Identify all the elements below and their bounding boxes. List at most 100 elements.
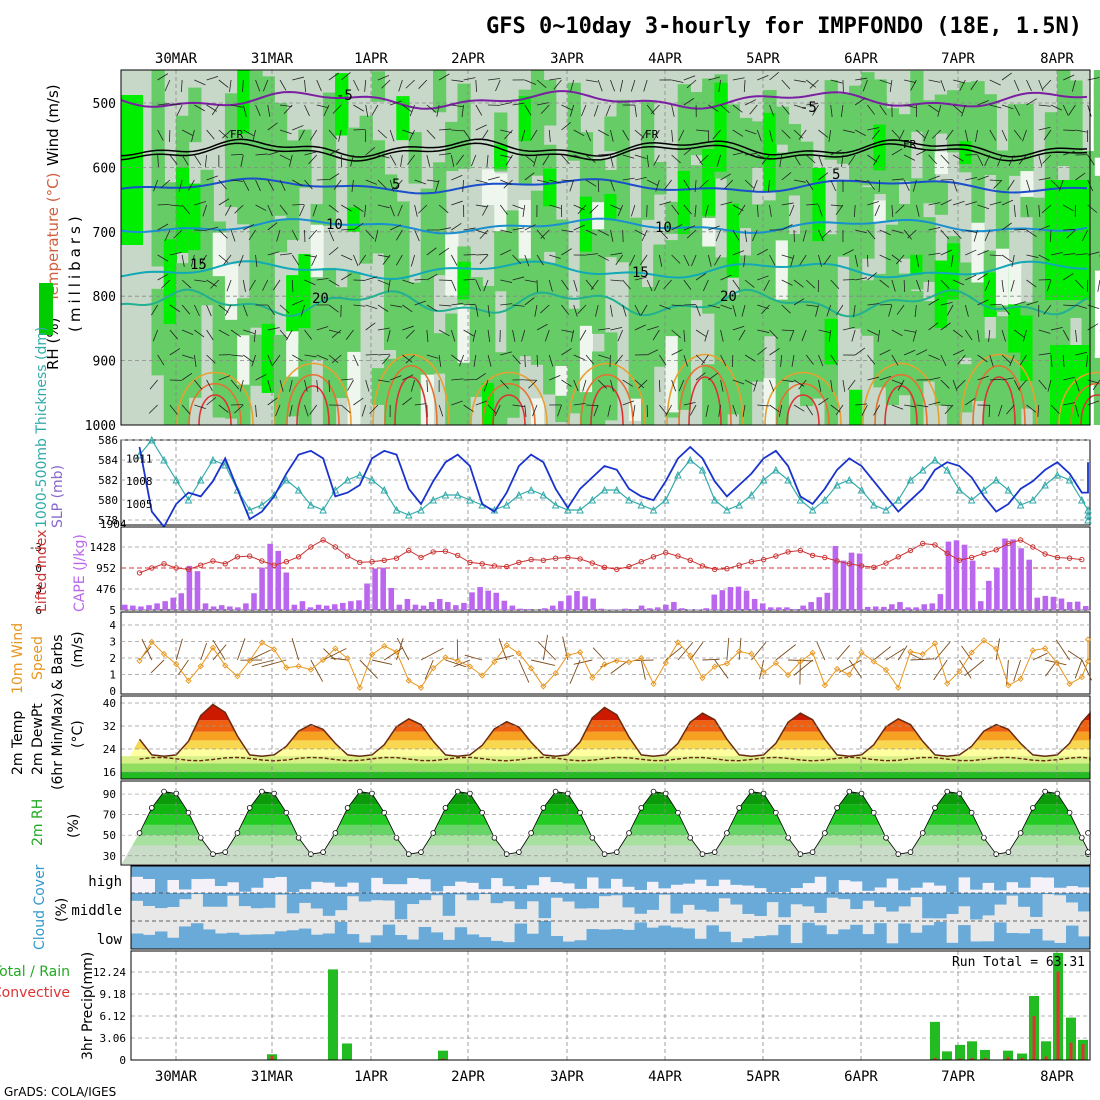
- thickness-point: [980, 485, 988, 494]
- wind-barb: [977, 375, 990, 381]
- wind-barb: [377, 154, 390, 159]
- rh-mid-patch: [359, 151, 373, 241]
- cloud-mid-bar: [166, 893, 180, 907]
- wind-barb: [732, 279, 741, 290]
- cape-bar: [792, 609, 798, 610]
- rh-mid-patch: [322, 316, 337, 425]
- cloud-low-bar: [922, 925, 935, 949]
- rh-point: [809, 849, 816, 855]
- wind-barb: [561, 229, 574, 233]
- wind-barb: [206, 354, 216, 364]
- wind-barb: [977, 204, 990, 210]
- wind10m-point: [1078, 674, 1085, 681]
- li-point: [295, 554, 302, 560]
- wind10m-barb: [518, 659, 530, 683]
- wind-barb: [438, 354, 442, 367]
- cloud-high-bar: [922, 866, 935, 883]
- cloud-low-bar: [874, 923, 887, 949]
- wind10m-point: [1005, 682, 1012, 689]
- li-point: [528, 556, 534, 563]
- wind-barb: [1063, 129, 1076, 131]
- cape-bar: [630, 609, 637, 610]
- wind-barb: [1087, 154, 1095, 166]
- wind-barb: [341, 204, 352, 212]
- rh-point: [724, 830, 730, 836]
- rh-mid-patch: [873, 352, 887, 388]
- cape-bar: [582, 596, 588, 610]
- cape-bar: [590, 598, 596, 610]
- wind-barb: [853, 304, 856, 317]
- wind-barb: [181, 279, 192, 289]
- wind-barb: [577, 204, 587, 215]
- wind-barb: [1026, 79, 1032, 92]
- thickness-label: 1000-500mb Thickness (dm): [34, 327, 50, 528]
- rh-point: [320, 849, 326, 855]
- li-point: [773, 553, 779, 559]
- wind-barb: [292, 125, 304, 131]
- rh-point: [1017, 830, 1024, 836]
- li-label: Lifted Index: [34, 530, 50, 612]
- wind-barb: [646, 279, 653, 292]
- wind10m-point: [687, 652, 694, 659]
- wind-barb: [1063, 273, 1074, 281]
- contour-low: [274, 362, 352, 426]
- contour-low: [862, 362, 940, 426]
- wind-barb: [389, 129, 395, 142]
- wind-barb: [640, 129, 648, 141]
- wind-barb: [267, 151, 280, 156]
- cloud-low-bar: [238, 934, 252, 949]
- cloud-low-bar: [274, 931, 288, 949]
- contour-minus5: [120, 90, 1088, 110]
- wind-barb: [463, 303, 476, 306]
- wind-barb: [818, 129, 829, 138]
- wind-barb: [304, 379, 308, 392]
- li-point: [993, 547, 999, 553]
- rh-point: [1042, 788, 1048, 795]
- temp-label-2: 2m DewPt: [30, 703, 46, 775]
- cape-bar: [541, 608, 548, 610]
- wind-barb: [1086, 354, 1089, 367]
- wind10m-point: [1066, 680, 1073, 687]
- cloud-mid-bar: [298, 893, 312, 903]
- rh-mid-patch: [432, 70, 447, 113]
- rh-mid-patch: [751, 121, 765, 168]
- rh-mid-patch: [898, 273, 912, 377]
- wind10m-barb: [689, 641, 704, 661]
- wind-barb: [694, 179, 697, 192]
- wind-barb: [853, 204, 856, 217]
- wind10m-point: [674, 639, 682, 646]
- wind-barb: [524, 279, 537, 283]
- rh-dark-patch: [121, 95, 143, 245]
- wind-barb: [752, 229, 758, 242]
- wind-barb: [328, 379, 330, 393]
- rh-patches: [121, 70, 1100, 425]
- wind-barb: [570, 329, 575, 342]
- wind-barb: [316, 354, 328, 361]
- contour-low: [590, 385, 624, 426]
- rh-mid-patch: [506, 301, 520, 418]
- rh-mid-patch: [567, 82, 581, 134]
- cape-bar: [412, 604, 419, 610]
- wind-barb: [402, 279, 414, 285]
- wind-barb: [910, 79, 917, 91]
- cape-bar: [461, 602, 467, 610]
- rh-mid-patch: [812, 277, 826, 363]
- rh-mid-patch: [543, 314, 557, 373]
- li-point: [540, 557, 547, 563]
- wind-barb: [605, 104, 611, 117]
- wind-barb: [629, 254, 636, 266]
- cloud-low-bar: [622, 929, 635, 949]
- cape-bar: [178, 593, 185, 610]
- cloud-low-bar: [706, 925, 719, 949]
- slp-tick: 1904: [100, 518, 127, 531]
- wind-barb: [304, 151, 317, 156]
- x-label-top-2APR: 2APR: [451, 51, 485, 67]
- cape-bar: [283, 572, 290, 610]
- rh-point: [736, 805, 742, 811]
- temp-tick: 16: [103, 766, 116, 779]
- cloud-high-bar: [502, 866, 516, 887]
- wind-barb: [891, 279, 896, 292]
- cloud-mid-bar: [922, 893, 935, 919]
- wind-barb: [830, 104, 833, 117]
